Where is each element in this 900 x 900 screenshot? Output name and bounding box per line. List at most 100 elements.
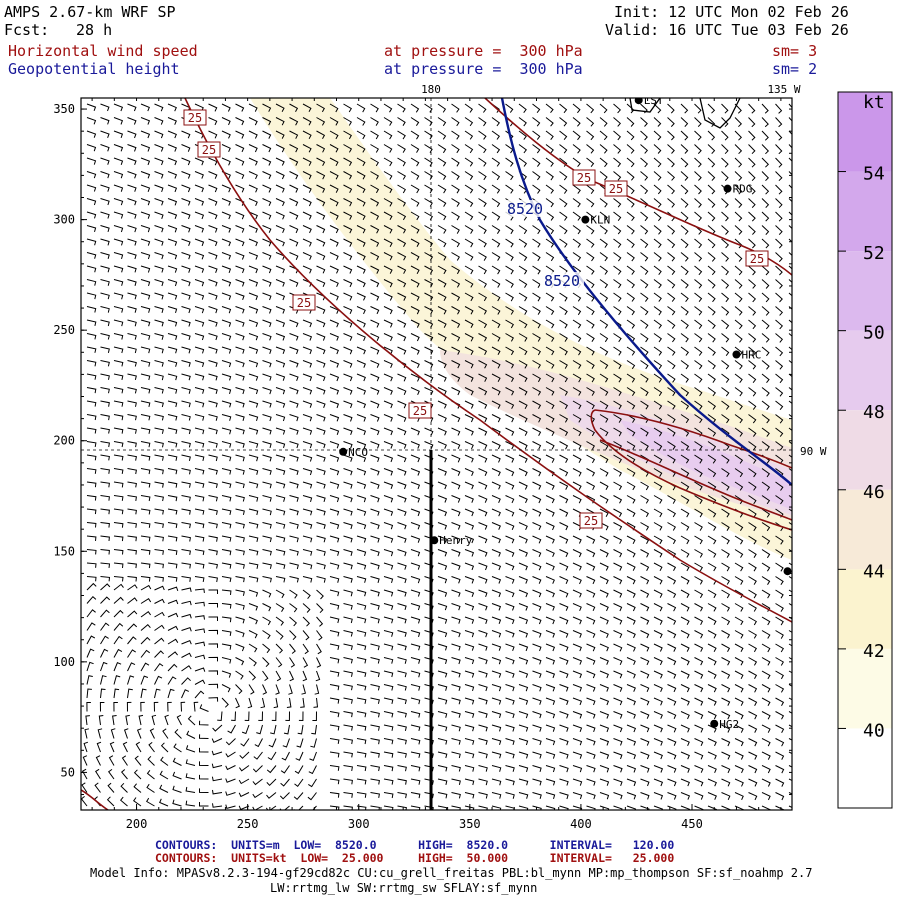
wind-barb (626, 792, 637, 800)
wind-barb (410, 603, 421, 611)
wind-barb (532, 495, 542, 504)
wind-barb (653, 522, 663, 531)
wind-barb (518, 441, 528, 450)
wind-barb (424, 778, 434, 785)
wind-barb (289, 346, 299, 355)
wind-barb (194, 387, 205, 394)
wind-barb (370, 684, 380, 691)
wind-barb (491, 117, 501, 127)
wind-barb (559, 643, 569, 652)
wind-barb (159, 770, 169, 780)
wind-barb (343, 157, 353, 167)
wind-barb (194, 481, 205, 488)
wind-barb (518, 414, 528, 423)
wind-barb (208, 279, 218, 287)
wind-barb (193, 701, 199, 712)
wind-barb (653, 225, 662, 235)
wind-barb (343, 522, 353, 530)
wind-barb (275, 130, 285, 139)
wind-barb (186, 730, 196, 739)
wind-barb (586, 562, 596, 571)
wind-barb (734, 211, 743, 222)
wind-barb (572, 198, 581, 208)
wind-barb (653, 481, 663, 491)
wind-barb (505, 616, 515, 625)
wind-barb (424, 738, 434, 745)
wind-barb (153, 701, 159, 712)
wind-barb (343, 738, 353, 745)
wind-barb (694, 130, 702, 141)
wind-barb (140, 279, 151, 287)
wind-barb (626, 778, 637, 787)
wind-barb (343, 292, 353, 301)
wind-barb (748, 427, 757, 437)
wind-barb (613, 738, 623, 746)
wind-barb (127, 662, 136, 672)
wind-barb (748, 522, 757, 532)
wind-barb (451, 751, 461, 759)
wind-barb (559, 225, 568, 235)
wind-barb (410, 697, 421, 705)
wind-barb (370, 657, 380, 664)
wind-barb (383, 630, 394, 637)
wind-barb (667, 157, 675, 168)
wind-barb (424, 765, 434, 772)
wind-barb (383, 252, 393, 261)
wind-barb (748, 103, 756, 114)
wind-barb (707, 684, 717, 693)
wind-barb (680, 157, 689, 168)
wind-barb (397, 778, 407, 785)
wind-barb (194, 333, 205, 341)
wind-barb (194, 184, 205, 193)
wind-barb (545, 144, 554, 154)
wind-barb (356, 346, 366, 355)
wind-barb (113, 562, 124, 569)
wind-barb (167, 333, 178, 340)
wind-barb (424, 184, 433, 194)
wind-barb (397, 711, 407, 718)
wind-barb (329, 238, 339, 247)
wind-barb (532, 508, 542, 517)
wind-barb (761, 144, 770, 155)
wind-barb (208, 697, 219, 702)
wind-barb (275, 265, 285, 274)
wind-barb (694, 373, 703, 383)
wind-barb (748, 697, 758, 706)
wind-barb (424, 792, 434, 799)
wind-barb (100, 360, 110, 367)
wind-barb (775, 549, 784, 559)
wind-barb (586, 670, 596, 679)
wind-barb (721, 657, 731, 666)
wind-barb (343, 103, 352, 113)
wind-barb (356, 319, 366, 328)
wind-barb (653, 576, 663, 585)
wind-barb (775, 117, 783, 128)
wind-barb (721, 724, 731, 733)
wind-barb (478, 427, 488, 436)
wind-barb (653, 333, 662, 343)
wind-barb (289, 252, 299, 260)
wind-barb (680, 387, 690, 397)
wind-barb (680, 184, 689, 195)
wind-barb (734, 562, 744, 572)
wind-barb (694, 751, 704, 760)
wind-barb (586, 481, 596, 491)
wind-barb (734, 711, 744, 720)
wind-barb (262, 414, 272, 422)
wind-barb (667, 360, 676, 370)
wind-barb (383, 481, 394, 489)
wind-barb (451, 616, 461, 624)
wind-barb (208, 535, 218, 542)
wind-barb (329, 549, 340, 556)
wind-barb (194, 441, 205, 448)
wind-barb (775, 319, 784, 330)
wind-barb (464, 454, 474, 463)
wind-barb (748, 765, 758, 774)
wind-barb (262, 387, 272, 395)
wind-barb (599, 535, 609, 544)
wind-barb (694, 576, 703, 585)
wind-barb (707, 697, 717, 706)
wind-barb (221, 319, 232, 327)
wind-barb (256, 724, 263, 735)
wind-barb (775, 751, 785, 760)
